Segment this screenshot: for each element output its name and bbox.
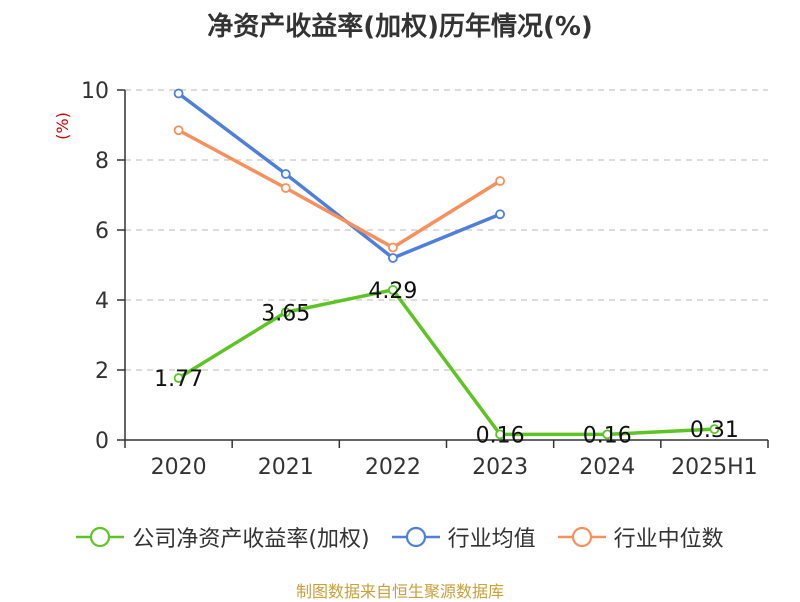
data-point	[495, 209, 505, 220]
data-label: 0.16	[476, 423, 525, 448]
data-point	[388, 242, 398, 253]
y-axis-label: (%)	[53, 112, 72, 140]
data-point	[173, 125, 184, 136]
data-point	[388, 253, 398, 263]
data-point	[495, 176, 505, 186]
source-note: 制图数据来自恒生聚源数据库	[295, 582, 504, 601]
legend-item[interactable]: 公司净资产收益率(加权)	[76, 521, 370, 553]
data-point	[388, 284, 398, 295]
y-tick-label: 6	[95, 219, 109, 244]
legend-label: 公司净资产收益率(加权)	[132, 527, 370, 552]
x-tick-label: 2020	[151, 455, 207, 480]
data-point	[280, 169, 291, 179]
data-point	[602, 429, 613, 440]
legend-swatch	[76, 526, 125, 548]
data-label: 1.77	[154, 367, 203, 392]
data-point	[495, 429, 505, 440]
y-tick-label: 2	[95, 359, 109, 384]
legend-item[interactable]: 行业均值	[391, 521, 536, 553]
x-tick-label: 2023	[472, 455, 528, 480]
legend: 公司净资产收益率(加权) 行业均值 行业中位数	[0, 520, 800, 554]
legend-swatch	[391, 526, 440, 548]
series-line-0	[177, 288, 715, 437]
data-point	[709, 424, 720, 435]
series-line-2	[177, 128, 502, 250]
legend-item[interactable]: 行业中位数	[557, 521, 724, 553]
legend-swatch	[557, 526, 606, 548]
data-label: 0.31	[690, 418, 739, 443]
data-point	[173, 88, 184, 99]
data-point	[173, 373, 184, 383]
y-tick-label: 8	[95, 149, 109, 174]
chart-title: 净资产收益率(加权)历年情况(%)	[207, 12, 593, 42]
y-tick-label: 4	[95, 289, 109, 314]
legend-label: 行业中位数	[613, 527, 724, 552]
series-line-1	[177, 92, 501, 260]
x-tick-label: 2024	[579, 455, 635, 480]
y-tick-label: 0	[95, 429, 109, 454]
x-tick-label: 2022	[365, 455, 421, 480]
x-tick-label: 2021	[258, 455, 314, 480]
data-label: 4.29	[368, 279, 417, 304]
legend-label: 行业均值	[447, 527, 536, 552]
y-tick-label: 10	[81, 79, 109, 104]
data-label: 3.65	[261, 301, 310, 326]
x-tick-label: 2025H1	[671, 455, 758, 480]
data-point	[280, 183, 291, 193]
data-label: 0.16	[583, 423, 632, 448]
data-point	[280, 307, 291, 318]
